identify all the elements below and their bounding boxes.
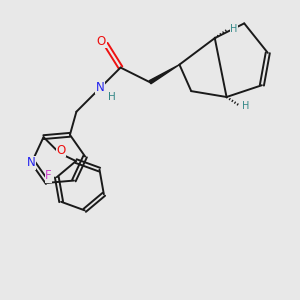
Polygon shape bbox=[149, 64, 179, 84]
Text: O: O bbox=[57, 144, 66, 157]
Text: N: N bbox=[96, 81, 104, 94]
Text: H: H bbox=[108, 92, 116, 102]
Text: H: H bbox=[242, 101, 249, 111]
Text: H: H bbox=[230, 24, 238, 34]
Text: N: N bbox=[26, 156, 35, 169]
Text: O: O bbox=[97, 34, 106, 48]
Text: F: F bbox=[45, 169, 52, 182]
